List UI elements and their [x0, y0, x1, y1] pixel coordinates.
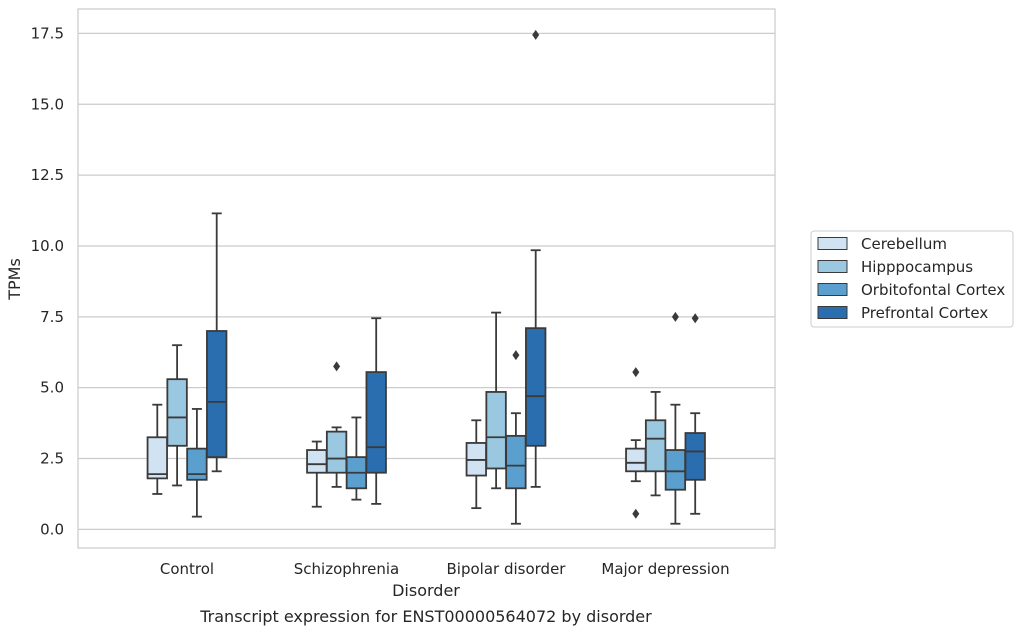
legend-frame: [810, 230, 1014, 328]
outlier-point: [532, 29, 540, 40]
y-tick-label: 12.5: [31, 166, 64, 184]
box-body: [186, 447, 208, 481]
box-orbitofontal-cortex: [505, 350, 527, 525]
box-body: [664, 449, 687, 491]
outlier-point: [691, 313, 699, 324]
box-body: [306, 449, 328, 474]
box-body: [166, 378, 188, 447]
box-hipppocampus: [166, 344, 188, 487]
outlier-point: [632, 367, 640, 378]
box-body: [505, 434, 527, 490]
legend-label: Cerebellum: [861, 235, 947, 253]
box-body: [644, 419, 667, 473]
box-body: [325, 430, 348, 474]
legend-item: Orbitofontal Cortex: [817, 281, 1005, 299]
box-group-schizophrenia: [306, 317, 387, 508]
box-hipppocampus: [644, 391, 667, 497]
box-prefrontal-cortex: [525, 29, 547, 488]
box-body: [684, 432, 706, 481]
x-tick-label: Control: [160, 560, 214, 578]
y-tick-label: 10.0: [31, 237, 64, 255]
outlier-point: [512, 350, 520, 361]
legend-swatch: [817, 283, 848, 296]
legend-swatch: [817, 237, 848, 250]
x-tick-label: Major depression: [601, 560, 729, 578]
box-body: [365, 371, 387, 474]
box-group-major-depression: [625, 311, 706, 525]
x-tick-label: Schizophrenia: [294, 560, 399, 578]
x-axis-title: Disorder: [392, 581, 460, 600]
box-prefrontal-cortex: [206, 212, 228, 473]
outlier-point: [632, 508, 640, 519]
y-tick-label: 5.0: [40, 379, 64, 397]
y-tick-label: 15.0: [31, 95, 64, 113]
x-tick-labels: Control Schizophrenia Bipolar disorder Majo…: [160, 560, 730, 578]
y-tick-label: 7.5: [40, 308, 64, 326]
y-axis-title: TPMs: [5, 258, 24, 301]
legend-label: Prefrontal Cortex: [861, 304, 988, 322]
box-body: [525, 327, 547, 447]
box-group-bipolar-disorder: [465, 29, 547, 525]
y-tick-label: 2.5: [40, 450, 64, 468]
box-group-control: [146, 212, 228, 518]
legend-item: Cerebellum: [817, 235, 947, 253]
legend: Cerebellum Hipppocampus Orbitofontal Corte…: [810, 230, 1014, 328]
box-body: [485, 391, 507, 470]
legend-item: Prefrontal Cortex: [817, 304, 988, 322]
y-tick-label: 17.5: [31, 24, 64, 42]
x-tick-label: Bipolar disorder: [447, 560, 567, 578]
y-tick-label: 0.0: [40, 520, 64, 538]
box-prefrontal-cortex: [365, 317, 387, 505]
box-orbitofontal-cortex: [664, 311, 687, 525]
box-hipppocampus: [325, 361, 348, 488]
legend-swatch: [817, 260, 848, 273]
outlier-point: [671, 311, 679, 322]
box-cerebellum: [146, 403, 168, 495]
box-hipppocampus: [485, 311, 507, 490]
box-orbitofontal-cortex: [186, 408, 208, 518]
legend-swatch: [817, 306, 848, 319]
box-body: [206, 330, 228, 459]
legend-label: Orbitofontal Cortex: [861, 281, 1005, 299]
legend-item: Hipppocampus: [817, 258, 973, 276]
box-body: [625, 447, 647, 473]
outlier-point: [333, 361, 341, 372]
chart-caption: Transcript expression for ENST0000056407…: [199, 607, 652, 626]
box-body: [146, 436, 168, 480]
box-groups: [146, 29, 706, 525]
y-tick-labels: 0.0 2.5 5.0 7.5 10.0 12.5 15.0 17.5: [31, 24, 64, 538]
legend-label: Hipppocampus: [861, 258, 973, 276]
box-prefrontal-cortex: [684, 313, 706, 515]
